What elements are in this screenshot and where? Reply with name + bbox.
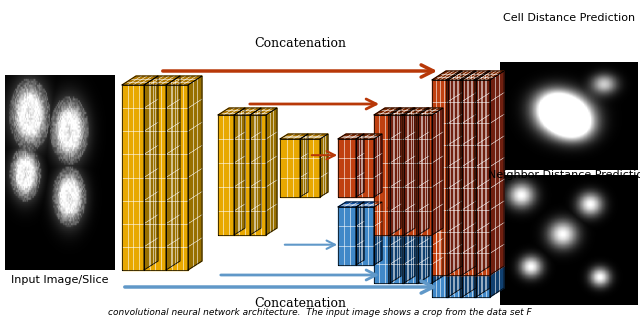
Polygon shape xyxy=(416,115,432,235)
Polygon shape xyxy=(374,208,390,283)
Polygon shape xyxy=(476,71,490,275)
Polygon shape xyxy=(374,201,401,208)
Polygon shape xyxy=(234,108,245,235)
Polygon shape xyxy=(234,115,250,235)
Polygon shape xyxy=(490,158,504,297)
Text: convolutional neural network architecture.  The input image shows a crop from th: convolutional neural network architectur… xyxy=(108,308,532,317)
Polygon shape xyxy=(356,134,364,197)
Polygon shape xyxy=(250,115,266,235)
Polygon shape xyxy=(474,71,504,80)
Polygon shape xyxy=(416,201,443,208)
Polygon shape xyxy=(356,207,374,265)
Polygon shape xyxy=(300,134,328,139)
Polygon shape xyxy=(416,208,432,283)
Polygon shape xyxy=(416,108,443,115)
Polygon shape xyxy=(460,158,490,167)
Polygon shape xyxy=(462,158,476,297)
Polygon shape xyxy=(388,201,415,208)
Polygon shape xyxy=(266,108,277,235)
Polygon shape xyxy=(280,139,300,197)
Polygon shape xyxy=(474,158,504,167)
Polygon shape xyxy=(374,202,382,265)
Polygon shape xyxy=(388,108,415,115)
Polygon shape xyxy=(188,76,202,270)
Polygon shape xyxy=(356,202,382,207)
Polygon shape xyxy=(432,201,443,283)
Text: Cell Distance Prediction: Cell Distance Prediction xyxy=(503,13,635,23)
Polygon shape xyxy=(338,139,356,197)
Polygon shape xyxy=(338,202,364,207)
Polygon shape xyxy=(474,80,490,275)
Polygon shape xyxy=(390,108,401,235)
Polygon shape xyxy=(446,71,476,80)
Polygon shape xyxy=(218,108,245,115)
Polygon shape xyxy=(404,201,415,283)
Polygon shape xyxy=(446,167,462,297)
Polygon shape xyxy=(476,158,490,297)
Text: Input Image/Slice: Input Image/Slice xyxy=(12,275,109,285)
Polygon shape xyxy=(460,71,490,80)
Polygon shape xyxy=(122,76,158,85)
Polygon shape xyxy=(388,208,404,283)
Polygon shape xyxy=(402,208,418,283)
Polygon shape xyxy=(144,76,158,270)
Polygon shape xyxy=(356,134,382,139)
Polygon shape xyxy=(402,115,418,235)
Polygon shape xyxy=(402,108,429,115)
Polygon shape xyxy=(356,139,374,197)
Polygon shape xyxy=(356,202,364,265)
Polygon shape xyxy=(490,71,504,275)
Polygon shape xyxy=(250,108,261,235)
Polygon shape xyxy=(460,80,476,275)
Polygon shape xyxy=(418,201,429,283)
Polygon shape xyxy=(300,134,308,197)
Text: Neighbor Distance Prediction: Neighbor Distance Prediction xyxy=(488,170,640,180)
Polygon shape xyxy=(250,108,277,115)
Polygon shape xyxy=(404,108,415,235)
Polygon shape xyxy=(418,108,429,235)
Polygon shape xyxy=(144,85,166,270)
Text: Concatenation: Concatenation xyxy=(254,297,346,310)
Polygon shape xyxy=(166,76,202,85)
Text: Concatenation: Concatenation xyxy=(254,37,346,50)
Polygon shape xyxy=(402,201,429,208)
Polygon shape xyxy=(390,201,401,283)
Polygon shape xyxy=(432,158,462,167)
Polygon shape xyxy=(460,167,476,297)
Polygon shape xyxy=(448,158,462,297)
Polygon shape xyxy=(320,134,328,197)
Polygon shape xyxy=(338,134,364,139)
Polygon shape xyxy=(462,71,476,275)
Polygon shape xyxy=(388,115,404,235)
Polygon shape xyxy=(166,76,180,270)
Polygon shape xyxy=(122,85,144,270)
Polygon shape xyxy=(338,207,356,265)
Polygon shape xyxy=(432,71,462,80)
Polygon shape xyxy=(474,167,490,297)
Polygon shape xyxy=(446,80,462,275)
Polygon shape xyxy=(374,134,382,197)
Polygon shape xyxy=(300,139,320,197)
Polygon shape xyxy=(374,115,390,235)
Polygon shape xyxy=(166,85,188,270)
Polygon shape xyxy=(432,80,448,275)
Polygon shape xyxy=(234,108,261,115)
Polygon shape xyxy=(280,134,308,139)
Polygon shape xyxy=(144,76,180,85)
Polygon shape xyxy=(374,108,401,115)
Polygon shape xyxy=(448,71,462,275)
Polygon shape xyxy=(432,108,443,235)
Polygon shape xyxy=(432,167,448,297)
Polygon shape xyxy=(446,158,476,167)
Polygon shape xyxy=(218,115,234,235)
